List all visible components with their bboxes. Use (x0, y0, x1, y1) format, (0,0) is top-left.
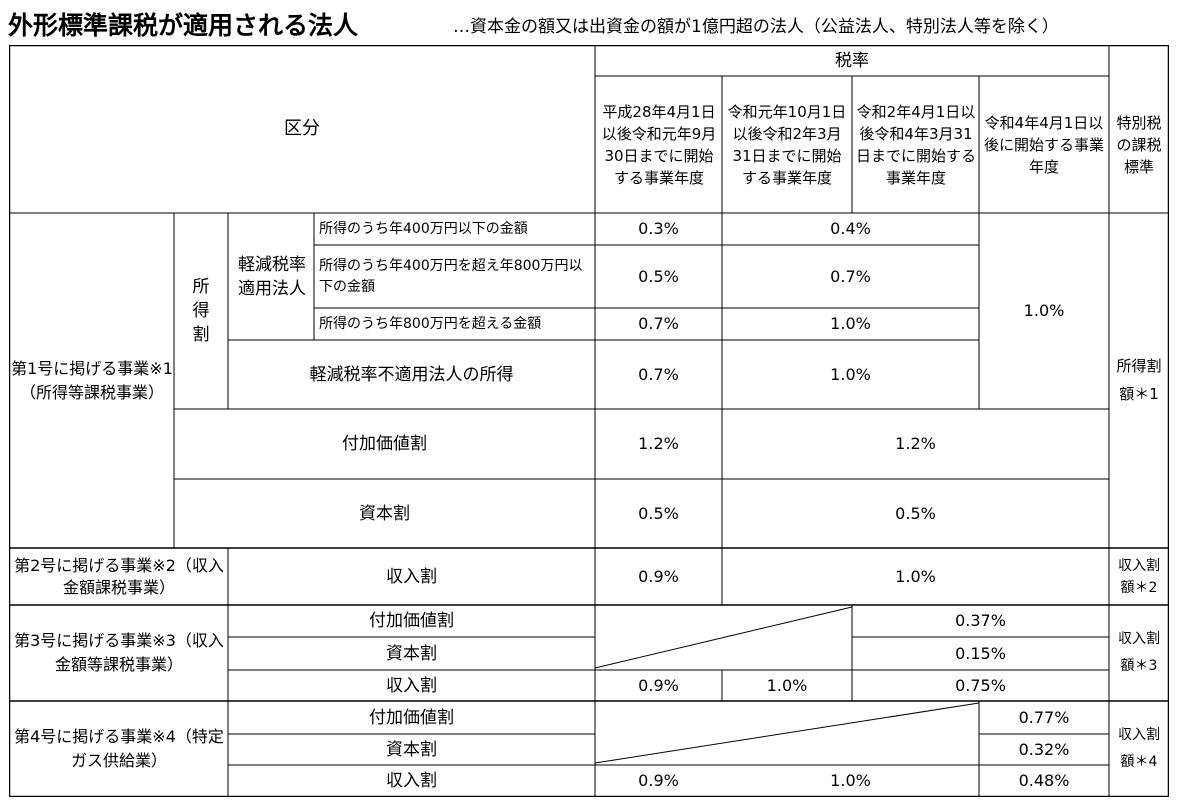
g4-shunyu-label: 収入割 (386, 771, 437, 791)
row3-v1: 0.7% (638, 314, 679, 333)
g2-v1: 0.9% (638, 566, 679, 586)
header-period-1: 平成28年4月1日以後令和元年9月30日までに開始する事業年度 (601, 103, 717, 187)
row3-v2: 1.0% (830, 314, 871, 333)
g4-shunyu-v1: 0.9% (638, 771, 679, 790)
header-period-3: 令和2年4月1日以後令和4年3月31日までに開始する事業年度 (855, 103, 976, 187)
row3-label: 所得のうち年800万円を超える金額 (319, 315, 542, 332)
row1-v1: 0.3% (638, 219, 679, 238)
g3-shunyu-v3: 0.75% (955, 675, 1006, 695)
g1-fuka-v2: 1.2% (895, 434, 936, 453)
row2-v2: 0.7% (830, 266, 871, 286)
group3-label: 第3号に掲げる事業※3（収入金額等課税事業） (14, 631, 224, 674)
g3-shunyu-v2: 1.0% (766, 675, 808, 695)
fuketsu-v2: 1.0% (830, 364, 871, 384)
g2-shunyu-label: 収入割 (386, 566, 437, 587)
g3-fuka-label: 付加価値割 (369, 611, 454, 631)
g4-shihon-v: 0.32% (1018, 739, 1070, 759)
g1-shihon-v2: 0.5% (895, 503, 936, 523)
fuketsu-label: 軽減税率不適用法人の所得 (309, 364, 514, 385)
page-title: 外形標準課税が適用される法人 (8, 11, 359, 40)
g4-fuka-label: 付加価値割 (369, 707, 454, 728)
g3-shihon-v: 0.15% (955, 643, 1006, 663)
group2-tokubetsu: 収入割額＊2 (1118, 557, 1160, 596)
g4-shihon-label: 資本割 (386, 739, 437, 760)
g1-shihon-v1: 0.5% (638, 503, 679, 523)
header-kubun: 区分 (284, 118, 320, 139)
g1-fuka-v1: 1.2% (638, 434, 679, 453)
fuketsu-v1: 0.7% (638, 364, 679, 384)
group1-shotoku-wari: 所得割 (192, 277, 210, 345)
row2-v1: 0.5% (638, 266, 679, 286)
page-subtitle: …資本金の額又は出資金の額が1億円超の法人（公益法人、特別法人等を除く） (453, 17, 1059, 37)
header-period-2: 令和元年10月1日以後令和2年3月31日までに開始する事業年度 (727, 103, 847, 187)
g4-shunyu-v3: 0.48% (1018, 771, 1070, 790)
g1-shihon-label: 資本割 (359, 503, 410, 524)
group3-tokubetsu: 収入割額＊3 (1118, 631, 1160, 674)
tax-rate-table: 区分 税率 平成28年4月1日以後令和元年9月30日までに開始する事業年度 令和… (9, 45, 1169, 797)
row2-label: 所得のうち年400万円を超え年800万円以下の金額 (319, 257, 583, 295)
header-tokubetsu: 特別税の課税標準 (1116, 114, 1162, 176)
row1-label: 所得のうち年400万円以下の金額 (319, 220, 528, 237)
group1-label: 第1号に掲げる事業※1（所得等課税事業） (11, 358, 173, 402)
group1-tokubetsu: 所得割額＊1 (1116, 357, 1162, 403)
g2-v2: 1.0% (895, 566, 936, 586)
group1-keigen: 軽減税率適用法人 (238, 254, 306, 299)
row1-v2: 0.4% (830, 219, 871, 238)
group2-label: 第2号に掲げる事業※2（収入金額課税事業） (14, 555, 224, 597)
group4-label: 第4号に掲げる事業※4（特定ガス供給業） (14, 727, 224, 770)
g4-shunyu-v2: 1.0% (830, 771, 871, 790)
g3-shihon-label: 資本割 (386, 643, 437, 664)
g1-fuka-label: 付加価値割 (342, 434, 427, 454)
table-grid (9, 45, 1169, 797)
header-period-4: 令和4年4月1日以後に開始する事業年度 (983, 114, 1104, 176)
g4-fuka-v: 0.77% (1018, 707, 1070, 727)
group4-tokubetsu: 収入割額＊4 (1118, 727, 1160, 770)
g3-shunyu-label: 収入割 (386, 675, 437, 696)
g3-shunyu-v1: 0.9% (638, 675, 679, 695)
g3-fuka-v: 0.37% (955, 611, 1006, 630)
shotoku-p4: 1.0% (1023, 301, 1065, 320)
header-zeiritsu: 税率 (835, 50, 869, 71)
